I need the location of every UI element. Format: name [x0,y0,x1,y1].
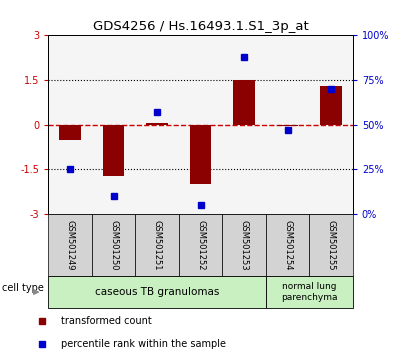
Bar [48,276,266,308]
Text: transformed count: transformed count [61,316,152,326]
Bar [146,123,168,125]
Text: percentile rank within the sample: percentile rank within the sample [61,339,226,349]
Bar [92,214,135,276]
Text: GSM501254: GSM501254 [283,220,292,270]
Text: GSM501250: GSM501250 [109,220,118,270]
Bar [179,214,222,276]
Bar [135,214,179,276]
Text: GSM501251: GSM501251 [152,220,162,270]
Text: GSM501252: GSM501252 [196,220,205,270]
Bar [59,125,81,140]
Bar [266,276,353,308]
Bar [309,214,353,276]
Text: caseous TB granulomas: caseous TB granulomas [95,287,219,297]
Bar [190,125,211,184]
Text: GSM501255: GSM501255 [327,220,336,270]
Bar [320,86,342,125]
Bar [222,214,266,276]
Title: GDS4256 / Hs.16493.1.S1_3p_at: GDS4256 / Hs.16493.1.S1_3p_at [93,20,308,33]
Text: cell type: cell type [3,283,44,293]
Bar [266,214,309,276]
Text: normal lung
parenchyma: normal lung parenchyma [281,282,338,302]
Text: GSM501249: GSM501249 [66,220,75,270]
Text: GSM501253: GSM501253 [239,220,249,270]
Bar [233,80,255,125]
Bar [102,125,124,176]
Bar [277,125,299,126]
Bar [48,214,92,276]
